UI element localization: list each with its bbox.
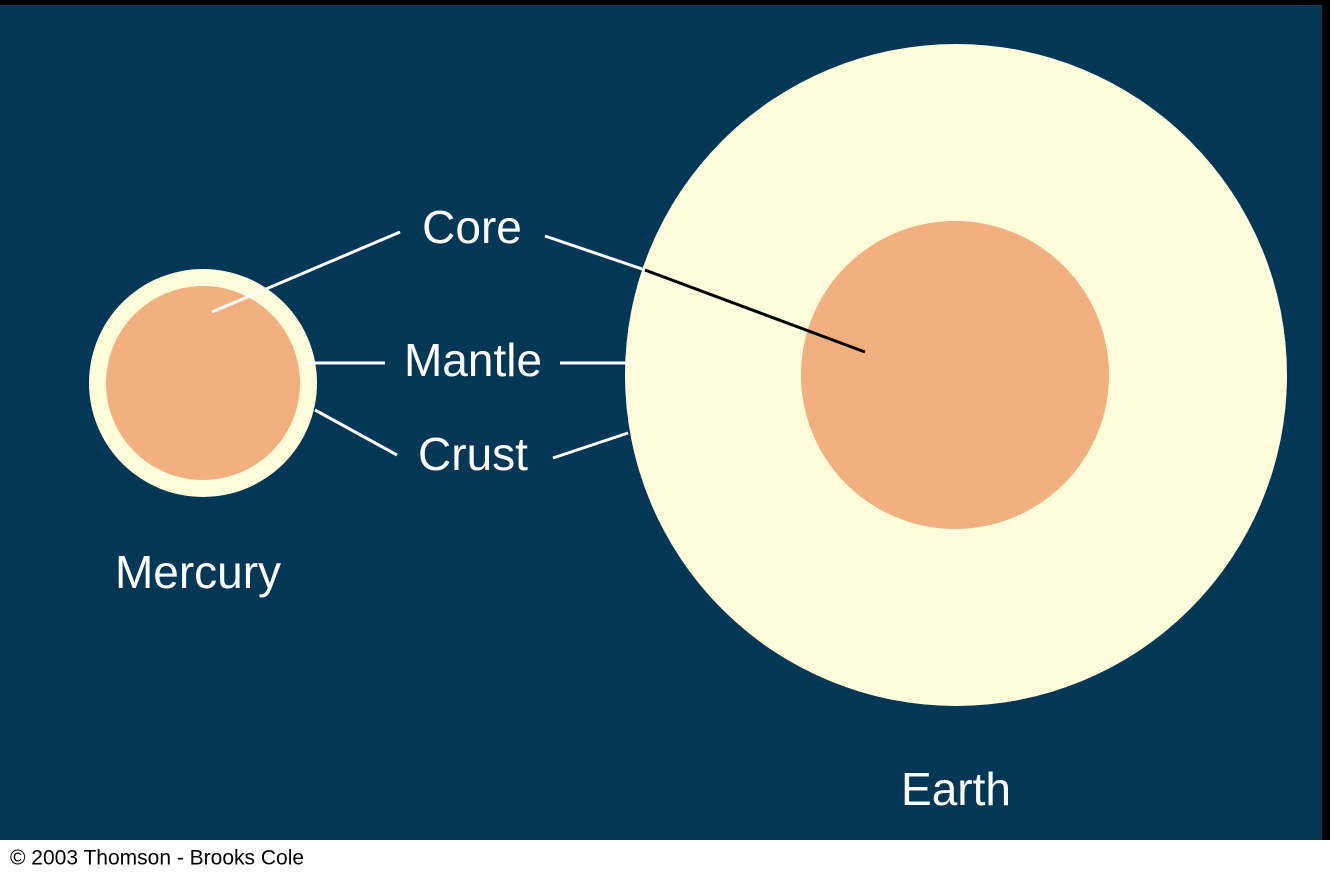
diagram: Core Mantle Crust Mercury Earth © 2003 T… (0, 0, 1330, 876)
planet-label: Earth (901, 763, 1011, 815)
page: Core Mantle Crust Mercury Earth © 2003 T… (0, 0, 1330, 876)
core-label: Core (422, 201, 522, 253)
crust-label: Crust (418, 428, 528, 480)
copyright: © 2003 Thomson - Brooks Cole (10, 847, 304, 870)
earth-core (801, 221, 1109, 529)
mercury-core (106, 286, 300, 480)
planet-label: Mercury (115, 546, 281, 598)
mantle-label: Mantle (404, 334, 542, 386)
